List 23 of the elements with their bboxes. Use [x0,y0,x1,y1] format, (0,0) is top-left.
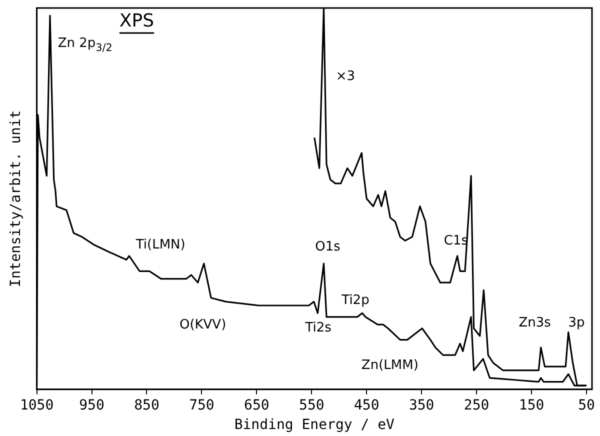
chart-title: XPS [119,10,154,32]
annotation: O1s [315,240,341,255]
x-tick-label: 50 [578,397,595,414]
x-tick-label: 1050 [20,397,54,414]
annotation: Ti(LMN) [134,238,186,253]
x-tick-label: 250 [464,397,490,414]
annotation: ×3 [336,69,356,84]
annotation: 3p [568,315,585,330]
annotation: Zn3s [518,315,552,330]
annotation: Zn(LMM) [361,358,418,374]
annotation: O(KVV) [179,317,226,332]
x-tick-label: 850 [134,397,160,414]
x-axis-title: Binding Energy / eV [234,417,396,434]
annotation: Ti2s [304,320,332,336]
x-tick-label: 750 [189,397,214,414]
x-tick-label: 550 [299,397,324,414]
x-tick-label: 150 [518,397,544,414]
y-axis-title: Intensity/arbit. unit [8,110,24,288]
x-tick-label: 650 [244,397,270,414]
x-tick-label: 350 [408,397,434,414]
x-tick-label: 950 [79,397,104,414]
annotation: Ti2p [340,292,370,308]
x-tick-label: 450 [354,397,380,414]
